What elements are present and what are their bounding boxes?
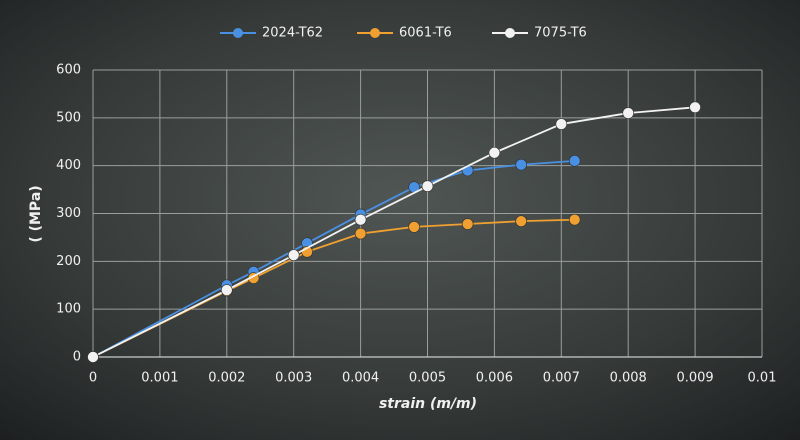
- legend-label: 2024-T62: [262, 26, 323, 41]
- x-tick-label: 0.008: [610, 371, 647, 386]
- data-point: [689, 101, 701, 114]
- y-tick-label: 600: [56, 63, 81, 78]
- x-tick-label: 0: [89, 371, 97, 386]
- y-tick-label: 300: [56, 206, 81, 221]
- data-point: [488, 146, 501, 159]
- x-tick-label: 0.004: [342, 371, 379, 386]
- y-tick-label: 100: [56, 302, 81, 317]
- data-point: [555, 118, 568, 130]
- x-tick-label: 0.007: [543, 371, 580, 386]
- data-point: [515, 215, 527, 227]
- x-tick-label: 0.002: [208, 371, 245, 386]
- x-axis-label: strain (m/m): [379, 396, 477, 412]
- legend-marker: [233, 28, 243, 38]
- data-point: [622, 107, 635, 119]
- x-tick-label: 0.006: [476, 371, 513, 386]
- legend-label: 7075-T6: [534, 26, 587, 41]
- x-tick-label: 0.005: [409, 371, 446, 386]
- data-point: [287, 249, 300, 261]
- y-tick-label: 200: [56, 254, 81, 269]
- data-point: [515, 158, 527, 171]
- x-tick-label: 0.003: [275, 371, 312, 386]
- legend-label: 6061-T6: [399, 26, 452, 41]
- data-point: [568, 213, 581, 226]
- y-axis-label: ( (MPa): [28, 185, 44, 242]
- x-tick-label: 0.01: [748, 371, 777, 386]
- legend-marker: [370, 28, 380, 38]
- data-point: [221, 284, 233, 296]
- data-point: [354, 227, 367, 240]
- data-point: [87, 351, 99, 363]
- x-tick-label: 0.001: [141, 371, 178, 386]
- data-point: [568, 155, 581, 167]
- data-point: [354, 213, 367, 226]
- y-tick-label: 500: [56, 110, 81, 125]
- data-point: [421, 180, 434, 193]
- data-point: [408, 221, 420, 233]
- y-tick-label: 400: [56, 158, 81, 173]
- data-point: [461, 218, 474, 230]
- legend-marker: [505, 28, 515, 38]
- y-tick-label: 0: [73, 350, 81, 365]
- x-tick-label: 0.009: [676, 371, 713, 386]
